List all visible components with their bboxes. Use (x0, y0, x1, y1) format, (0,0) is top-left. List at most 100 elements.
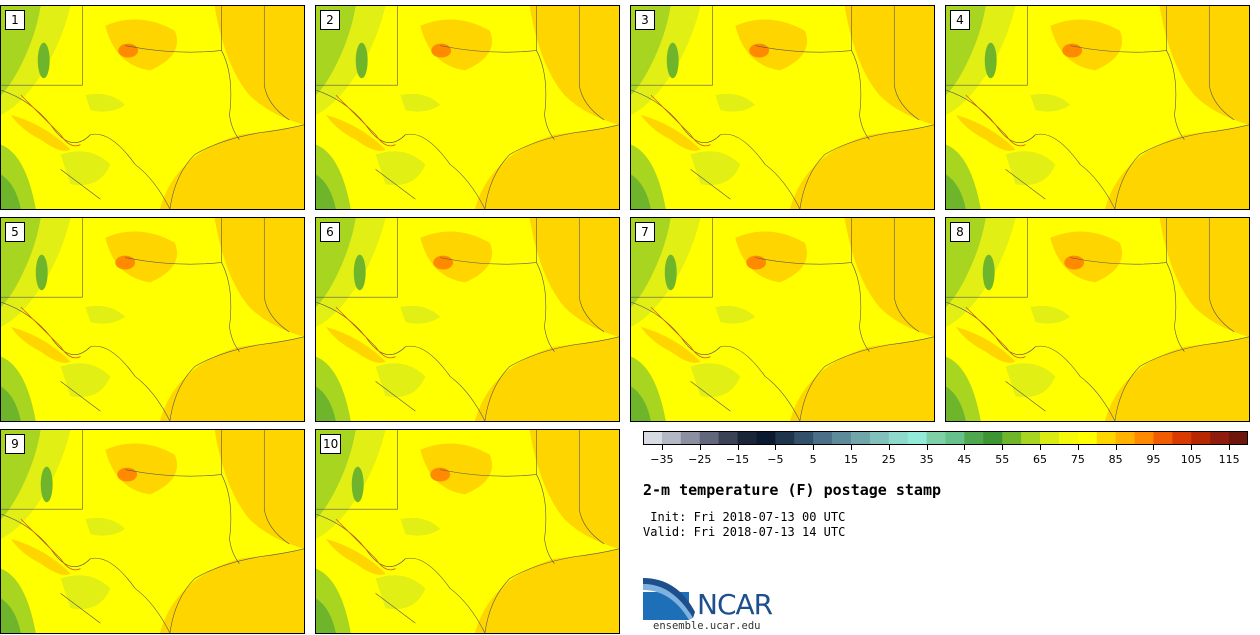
colorbar-tick-label: 45 (957, 453, 972, 466)
colorbar-bin (1040, 431, 1060, 445)
colorbar-tick (699, 445, 701, 450)
colorbar-bin (756, 431, 776, 445)
colorbar (643, 431, 1248, 445)
member-label: 5 (5, 222, 25, 242)
member-label: 6 (320, 222, 340, 242)
chart-title: 2-m temperature (F) postage stamp (643, 481, 942, 499)
colorbar-tick-label: 15 (843, 453, 858, 466)
stamp-panel-8: 8 (945, 217, 1250, 422)
colorbar-bin (907, 431, 927, 445)
colorbar-bin (643, 431, 663, 445)
colorbar-tick-label: 95 (1146, 453, 1161, 466)
colorbar-tick (926, 445, 928, 450)
member-label: 8 (950, 222, 970, 242)
site-url: ensemble.ucar.edu (653, 620, 761, 632)
temperature-map (316, 218, 619, 421)
colorbar-bin (680, 431, 701, 445)
colorbar-bin (775, 431, 795, 445)
ncar-logo-icon (643, 578, 695, 620)
colorbar-tick-label: 25 (881, 453, 896, 466)
colorbar-bin (1077, 431, 1098, 445)
colorbar-tick (1115, 445, 1117, 450)
stamp-panel-10: 10 (315, 429, 620, 634)
stamp-panel-7: 7 (630, 217, 935, 422)
colorbar-bin (1191, 431, 1211, 445)
colorbar-tick (1191, 445, 1193, 450)
member-label: 4 (950, 10, 970, 30)
colorbar-tick-label: −5 (767, 453, 784, 466)
colorbar-bin (983, 431, 1003, 445)
member-label: 7 (635, 222, 655, 242)
colorbar-bin (850, 431, 871, 445)
colorbar-tick-label: −25 (688, 453, 712, 466)
temperature-map (1, 6, 304, 209)
init-line: Init: Fri 2018-07-13 00 UTC (643, 510, 845, 524)
colorbar-ticks: −35 −25 −15 −5 5 15 25 35 45 55 65 75 85 95 105 115 (643, 445, 1248, 467)
colorbar-bin (699, 431, 720, 445)
colorbar-tick (813, 445, 815, 450)
ncar-logo-text: NCAR (697, 588, 773, 621)
valid-line: Valid: Fri 2018-07-13 14 UTC (643, 525, 845, 539)
colorbar-tick (1077, 445, 1079, 450)
temperature-map (1, 430, 304, 633)
temperature-map (631, 6, 934, 209)
stamp-panel-5: 5 (0, 217, 305, 422)
colorbar-tick-label: 5 (809, 453, 817, 466)
colorbar-bin (888, 431, 909, 445)
colorbar-tick-label: −15 (725, 453, 750, 466)
colorbar-bin (1134, 431, 1154, 445)
colorbar-tick-label: 85 (1108, 453, 1123, 466)
temperature-map (946, 6, 1249, 209)
member-label: 9 (5, 434, 25, 454)
colorbar-bin (1096, 431, 1117, 445)
colorbar-bin (945, 431, 965, 445)
stamp-panel-1: 1 (0, 5, 305, 210)
colorbar-tick-label: 65 (1033, 453, 1048, 466)
member-label: 2 (320, 10, 340, 30)
colorbar-tick-label: 55 (995, 453, 1010, 466)
init-label: Init: (643, 510, 687, 524)
temperature-map (316, 430, 619, 633)
temperature-map (1, 218, 304, 421)
colorbar-tick (1040, 445, 1042, 450)
colorbar-bin (1210, 431, 1230, 445)
colorbar-bin (1058, 431, 1079, 445)
colorbar-tick (661, 445, 663, 450)
valid-value: Fri 2018-07-13 14 UTC (693, 525, 846, 539)
temperature-map (946, 218, 1249, 421)
colorbar-bin (813, 431, 833, 445)
colorbar-tick (888, 445, 890, 450)
colorbar-bin (718, 431, 738, 445)
colorbar-bin (1002, 431, 1022, 445)
colorbar-tick-label: 105 (1180, 453, 1202, 466)
member-label: 10 (320, 434, 342, 454)
colorbar-tick-label: 115 (1218, 453, 1240, 466)
colorbar-bin (964, 431, 984, 445)
colorbar-tick (775, 445, 777, 450)
member-label: 1 (5, 10, 25, 30)
colorbar-bin (1021, 431, 1041, 445)
colorbar-bin (926, 431, 946, 445)
colorbar-tick-label: −35 (650, 453, 674, 466)
init-value: Fri 2018-07-13 00 UTC (693, 510, 846, 524)
stamp-panel-6: 6 (315, 217, 620, 422)
colorbar-tick (1153, 445, 1155, 450)
stamp-panel-2: 2 (315, 5, 620, 210)
stamp-panel-3: 3 (630, 5, 935, 210)
temperature-map (316, 6, 619, 209)
colorbar-bin (737, 431, 757, 445)
colorbar-bin (869, 431, 890, 445)
colorbar-bin (661, 431, 682, 445)
colorbar-tick (1002, 445, 1004, 450)
colorbar-bin (1115, 431, 1135, 445)
colorbar-tick-label: 75 (1070, 453, 1085, 466)
colorbar-tick (737, 445, 739, 450)
colorbar-frame (643, 431, 1248, 445)
member-label: 3 (635, 10, 655, 30)
colorbar-tick (964, 445, 966, 450)
colorbar-bin (1153, 431, 1173, 445)
colorbar-bin (1172, 431, 1192, 445)
colorbar-tick-label: 35 (919, 453, 934, 466)
temperature-map (631, 218, 934, 421)
colorbar-bin (1229, 431, 1248, 445)
